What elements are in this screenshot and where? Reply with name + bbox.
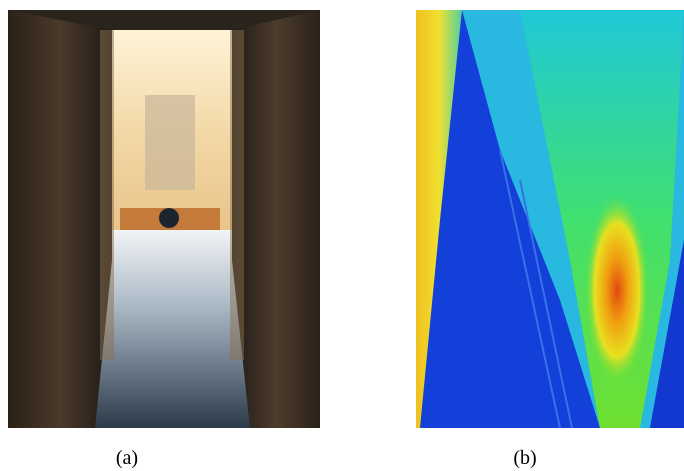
right-wall <box>232 10 320 428</box>
mesh-screen <box>145 95 195 190</box>
photo-panel <box>8 10 320 428</box>
panel-label: (a) <box>116 447 138 469</box>
page: (a) (b) (() => { const data = JSON.parse… <box>0 0 684 471</box>
wheel <box>159 208 179 228</box>
hot-spot <box>585 195 649 385</box>
panel-label: (b) <box>513 447 536 469</box>
left-wall <box>8 10 112 428</box>
heatmap-panel <box>416 10 684 428</box>
figure: (a) (b) <box>0 0 684 471</box>
right-edge <box>230 30 244 360</box>
left-edge <box>100 30 114 360</box>
